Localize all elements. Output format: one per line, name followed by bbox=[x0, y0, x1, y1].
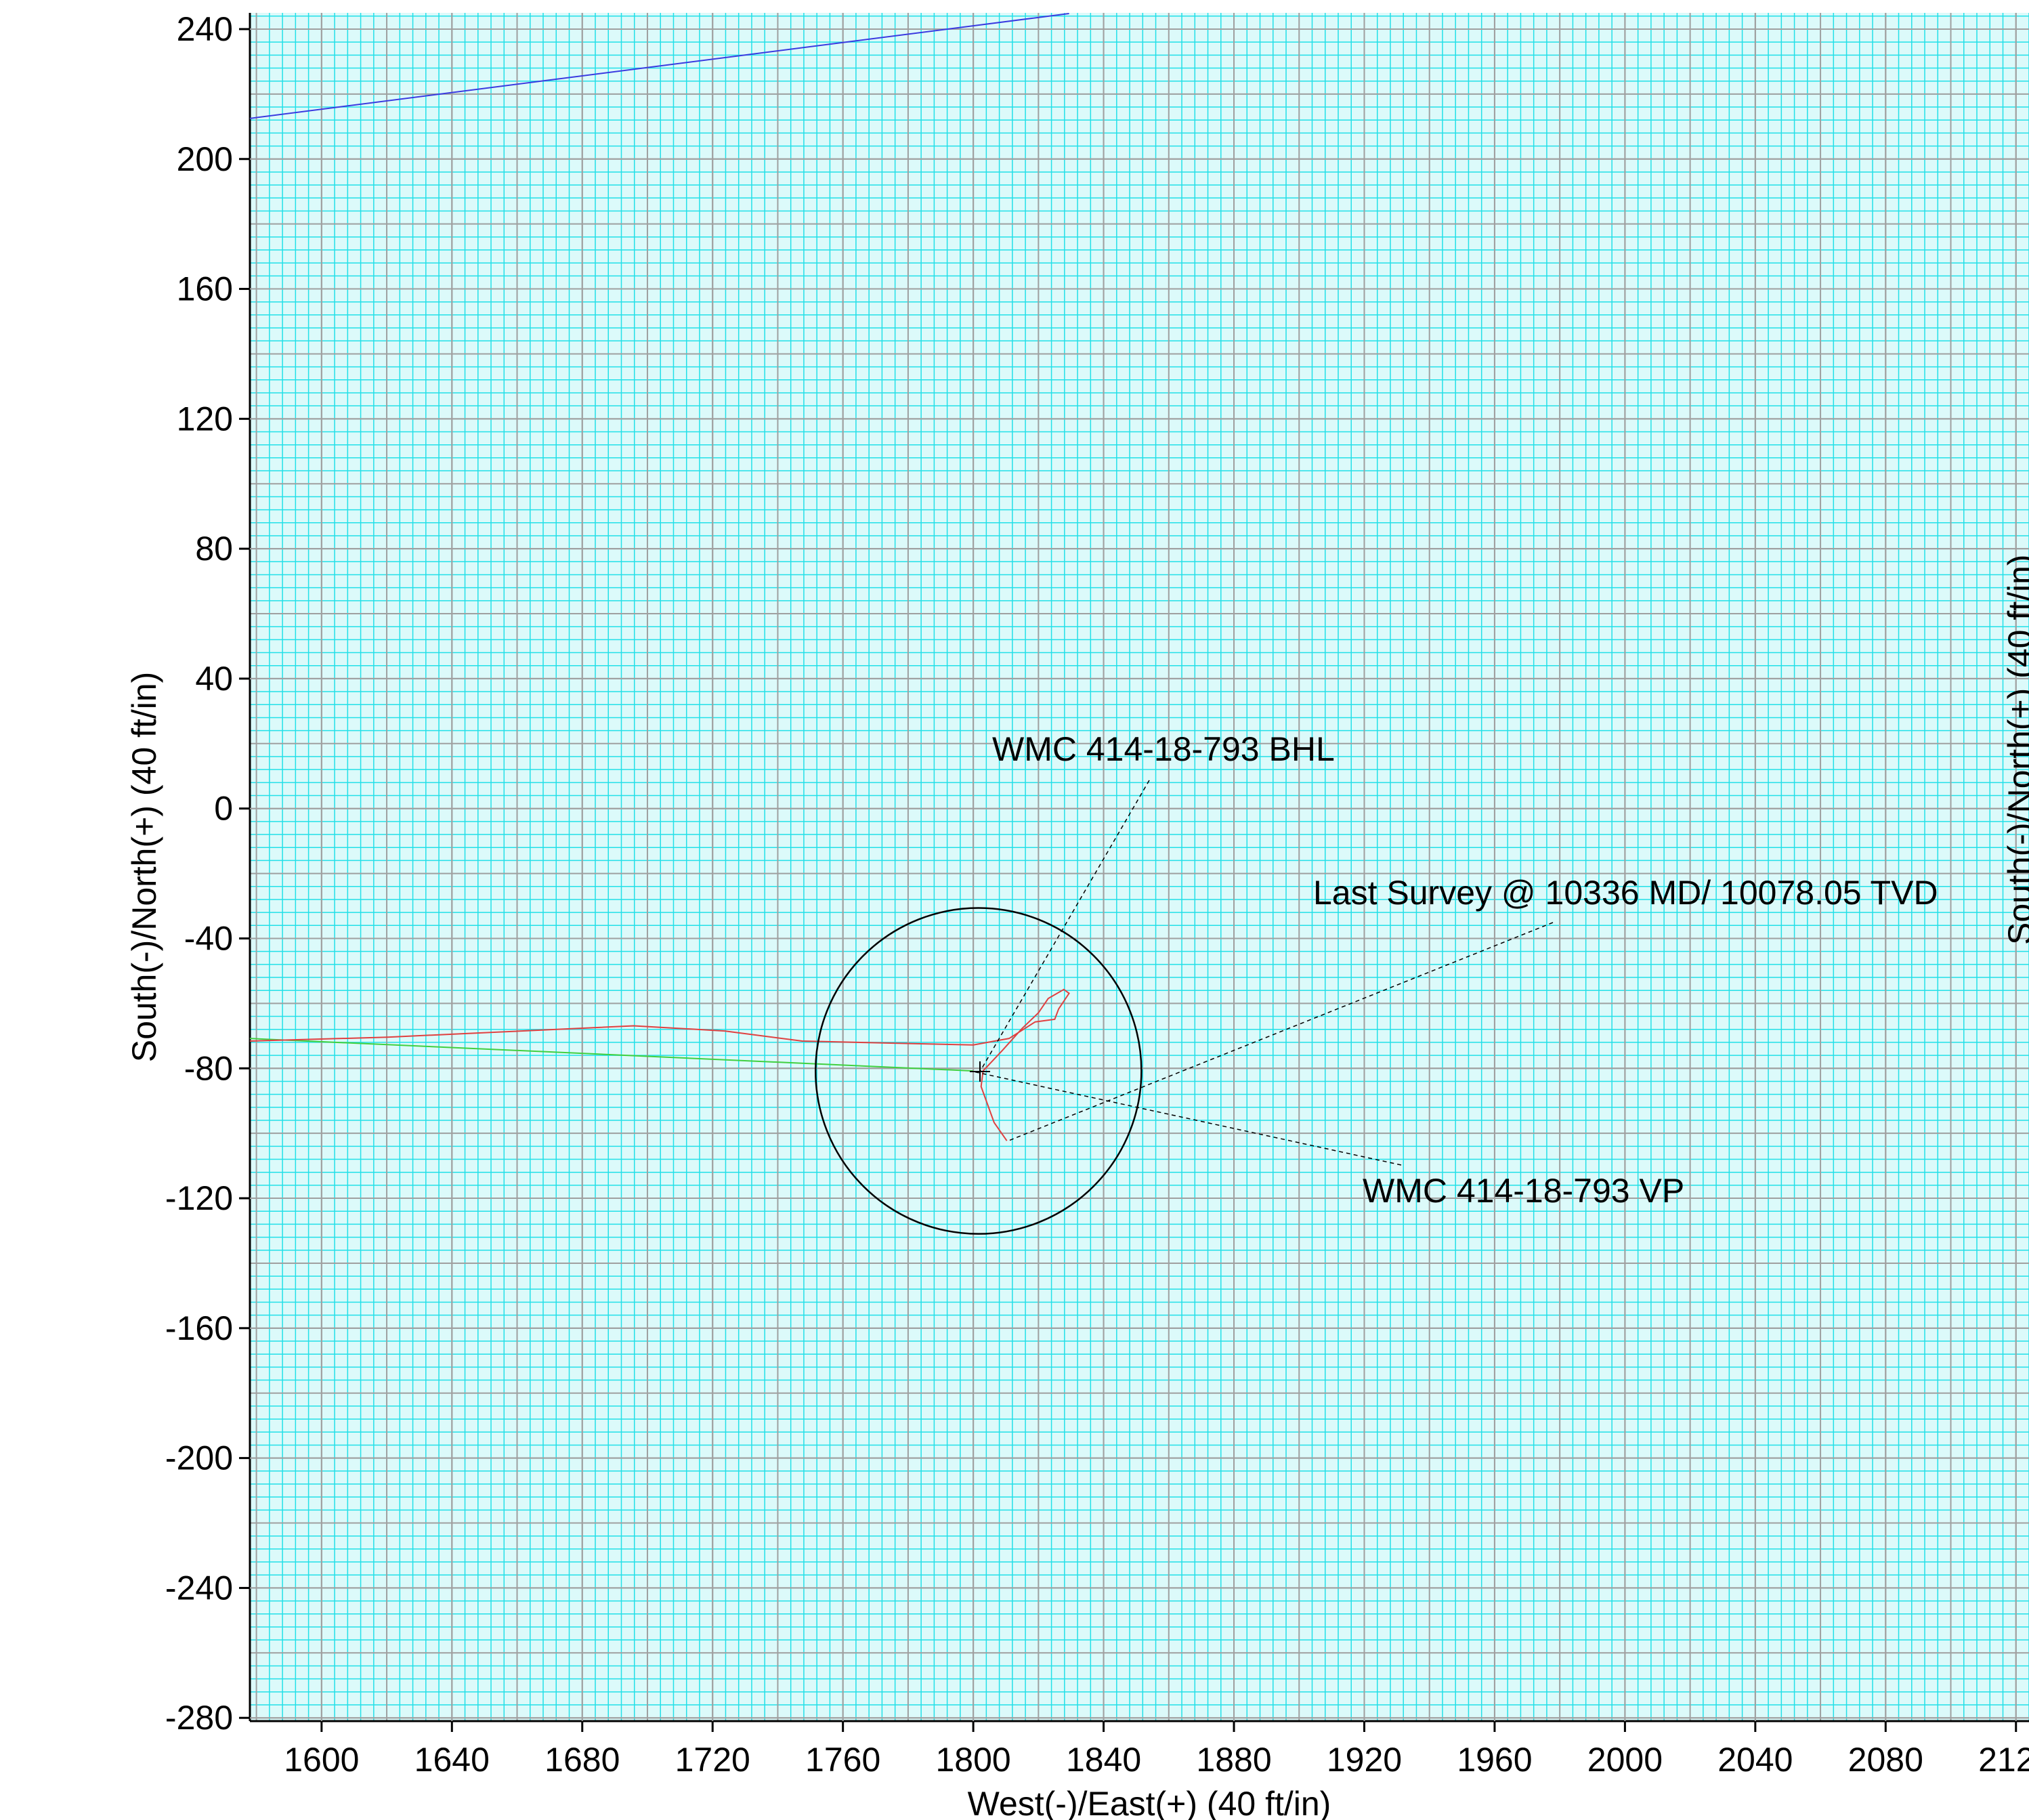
series-line bbox=[249, 988, 1070, 1141]
x-tick-label: 2000 bbox=[1587, 1741, 1663, 1779]
leader-line bbox=[1006, 922, 1554, 1142]
y-tick-label: 40 bbox=[195, 660, 233, 698]
y-tick-label: 80 bbox=[195, 530, 233, 568]
x-tick-label: 2040 bbox=[1717, 1741, 1793, 1779]
x-tick-label: 1720 bbox=[675, 1741, 750, 1779]
x-tick-label: 2120 bbox=[1978, 1741, 2029, 1779]
y-tick-label: -200 bbox=[165, 1439, 233, 1477]
series-line bbox=[249, 12, 1069, 119]
annotation: WMC 414-18-793 BHL bbox=[992, 730, 1335, 768]
plot-background bbox=[250, 13, 2029, 1721]
y-axis-title: South(-)/North(+) (40 ft/in) bbox=[125, 672, 163, 1063]
target-circle bbox=[815, 907, 1142, 1235]
y-tick-label: -240 bbox=[165, 1569, 233, 1607]
leader-line bbox=[979, 780, 1150, 1072]
x-tick-label: 1640 bbox=[414, 1741, 490, 1779]
y-tick-label: 240 bbox=[177, 10, 233, 48]
y-tick-label: 0 bbox=[214, 790, 233, 828]
x-tick-label: 1840 bbox=[1066, 1741, 1141, 1779]
y-tick-label: 160 bbox=[177, 270, 233, 308]
x-tick-label: 1680 bbox=[544, 1741, 620, 1779]
x-tick-label: 1960 bbox=[1457, 1741, 1532, 1779]
y-tick-label: -120 bbox=[165, 1179, 233, 1217]
leader-line bbox=[973, 1071, 1402, 1166]
x-tick-label: 1920 bbox=[1327, 1741, 1402, 1779]
y-tick-label: -80 bbox=[184, 1049, 233, 1087]
x-tick-label: 1600 bbox=[284, 1741, 359, 1779]
y-tick-label: -160 bbox=[165, 1309, 233, 1347]
y2-axis-title: South(-)/North(+) (40 ft/in) bbox=[2001, 554, 2029, 945]
annotation: WMC 414-18-793 VP bbox=[1363, 1172, 1684, 1210]
x-tick-label: 1760 bbox=[805, 1741, 880, 1779]
x-tick-label: 2080 bbox=[1848, 1741, 1923, 1779]
x-axis-title: West(-)/East(+) (40 ft/in) bbox=[968, 1785, 1331, 1820]
series-line bbox=[249, 1038, 974, 1072]
annotation: Last Survey @ 10336 MD/ 10078.05 TVD bbox=[1313, 874, 1938, 912]
y-tick-label: 200 bbox=[177, 140, 233, 178]
x-tick-label: 1800 bbox=[936, 1741, 1011, 1779]
y-tick-label: -280 bbox=[165, 1699, 233, 1737]
y-tick-label: -40 bbox=[184, 919, 233, 957]
target-cross bbox=[970, 1061, 990, 1082]
grid bbox=[250, 13, 2029, 1721]
y-tick-label: 120 bbox=[177, 400, 233, 438]
x-tick-label: 1880 bbox=[1196, 1741, 1271, 1779]
